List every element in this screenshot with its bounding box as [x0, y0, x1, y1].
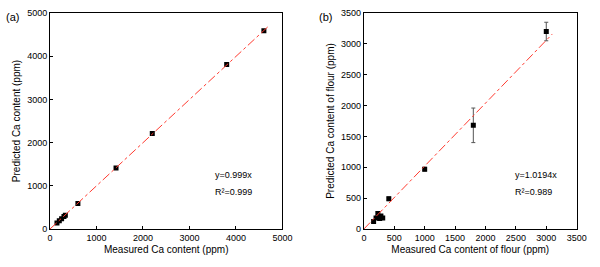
svg-text:Predicted Ca content (ppm): Predicted Ca content (ppm)	[11, 60, 22, 182]
svg-text:0: 0	[47, 233, 52, 243]
svg-text:3000: 3000	[27, 95, 47, 105]
svg-text:(a): (a)	[6, 11, 19, 23]
svg-text:1500: 1500	[445, 233, 465, 243]
svg-text:0: 0	[42, 224, 47, 234]
svg-text:(b): (b)	[319, 11, 332, 23]
svg-text:y=1.0194x: y=1.0194x	[515, 170, 557, 180]
svg-text:2000: 2000	[475, 233, 495, 243]
svg-text:500: 500	[387, 233, 402, 243]
svg-text:3000: 3000	[536, 233, 556, 243]
svg-text:3500: 3500	[341, 8, 361, 18]
svg-text:3500: 3500	[567, 233, 587, 243]
svg-text:1000: 1000	[415, 233, 435, 243]
svg-text:2000: 2000	[27, 138, 47, 148]
svg-text:4000: 4000	[27, 51, 47, 61]
svg-text:3000: 3000	[179, 233, 199, 243]
svg-text:5000: 5000	[272, 233, 292, 243]
svg-text:500: 500	[346, 193, 361, 203]
svg-text:3000: 3000	[341, 39, 361, 49]
svg-text:Measured Ca content of flour (: Measured Ca content of flour (ppm)	[391, 244, 549, 255]
svg-text:0: 0	[361, 233, 366, 243]
svg-text:R²=0.999: R²=0.999	[215, 187, 252, 197]
svg-text:1000: 1000	[27, 181, 47, 191]
svg-text:Predicted Ca content of flour: Predicted Ca content of flour (ppm)	[325, 43, 336, 199]
svg-text:2500: 2500	[506, 233, 526, 243]
svg-text:R²=0.989: R²=0.989	[515, 187, 552, 197]
svg-text:2500: 2500	[341, 70, 361, 80]
svg-text:2000: 2000	[341, 101, 361, 111]
svg-text:1500: 1500	[341, 132, 361, 142]
svg-text:0: 0	[356, 224, 361, 234]
svg-text:5000: 5000	[27, 8, 47, 18]
svg-text:Measured Ca content (ppm): Measured Ca content (ppm)	[104, 244, 229, 255]
svg-text:1000: 1000	[86, 233, 106, 243]
svg-text:y=0.999x: y=0.999x	[215, 170, 252, 180]
svg-text:1000: 1000	[341, 162, 361, 172]
svg-text:2000: 2000	[133, 233, 153, 243]
svg-text:4000: 4000	[226, 233, 246, 243]
